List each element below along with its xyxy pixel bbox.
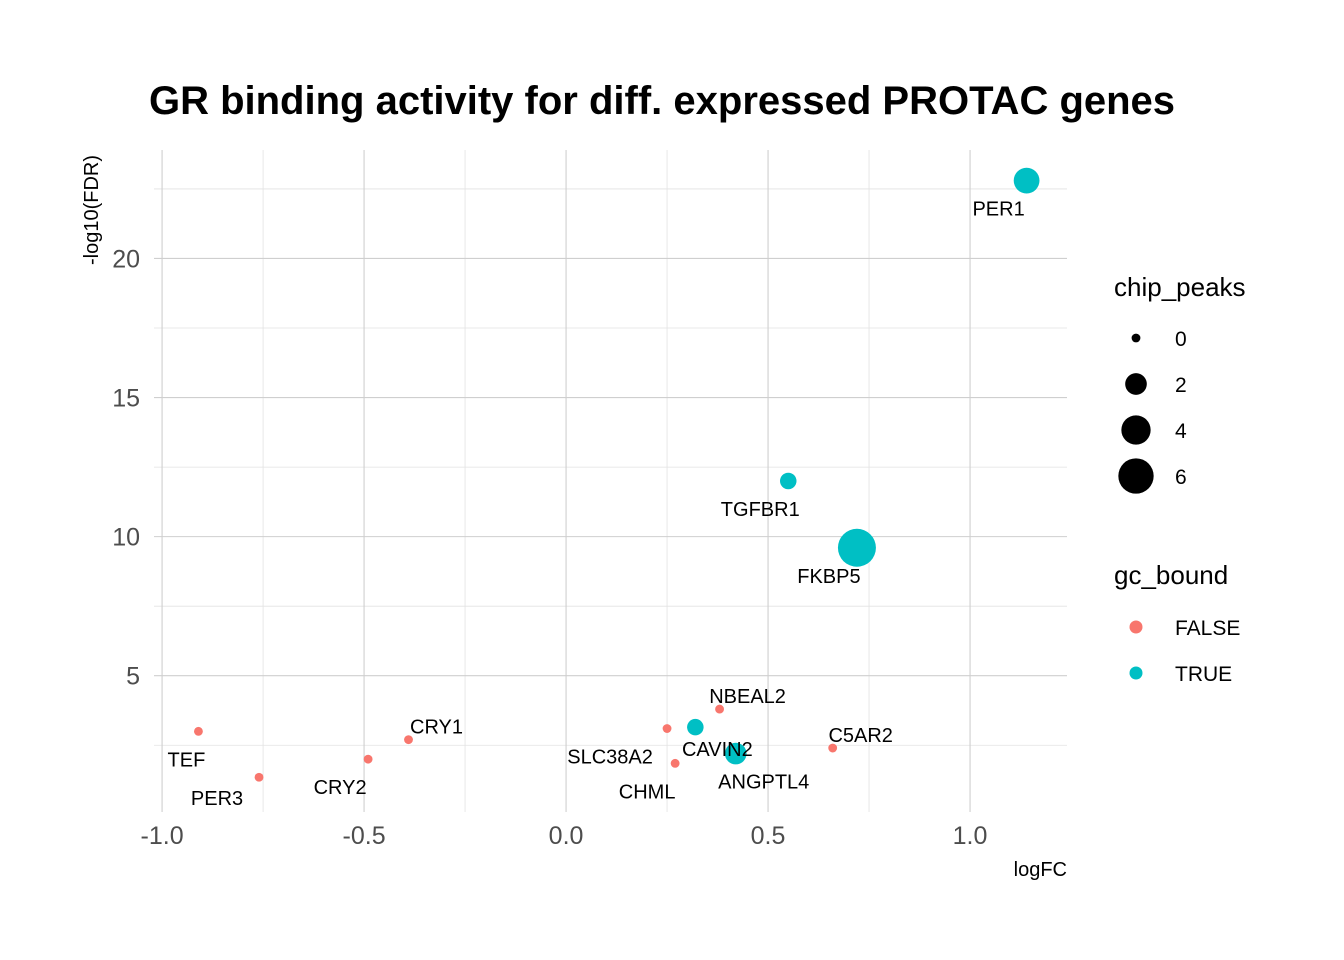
point-label: CRY1	[410, 717, 463, 739]
legend-color-title: gc_bound	[1114, 560, 1228, 590]
data-point	[828, 743, 838, 753]
data-points	[194, 167, 1040, 782]
x-axis-ticks: -1.0 -0.5 0.0 0.5 1.0	[141, 822, 988, 850]
data-point	[837, 528, 876, 567]
y-axis-title: -log10(FDR)	[81, 155, 103, 265]
data-point	[779, 472, 797, 490]
legend-size-title: chip_peaks	[1114, 272, 1246, 302]
point-label: CAVIN2	[682, 739, 753, 761]
y-tick-label: 10	[112, 524, 140, 552]
point-label: C5AR2	[828, 725, 892, 747]
point-label: TEF	[168, 749, 206, 771]
legend-color-label: FALSE	[1175, 617, 1240, 640]
data-point	[670, 758, 680, 768]
legend-size-label: 4	[1175, 420, 1187, 443]
data-point	[724, 742, 747, 765]
y-axis-ticks: 5 10 15 20	[112, 245, 140, 690]
data-point	[363, 754, 373, 764]
point-label: SLC38A2	[567, 747, 653, 769]
x-axis-title: logFC	[1014, 859, 1067, 881]
legend-size-label: 2	[1175, 374, 1187, 397]
legend: chip_peaks 0 2 4 6 gc_bound FALSE TRUE	[1114, 272, 1246, 686]
point-label: ANGPTL4	[718, 772, 809, 794]
y-tick-label: 5	[126, 663, 140, 691]
legend-size-key	[1131, 333, 1141, 343]
y-tick-label: 15	[112, 385, 140, 413]
point-label: CHML	[619, 781, 676, 803]
legend-color-label: TRUE	[1175, 663, 1232, 686]
x-tick-label: 0.5	[751, 822, 786, 850]
x-tick-label: -1.0	[141, 822, 184, 850]
data-point	[404, 735, 413, 745]
data-point	[254, 772, 264, 782]
x-tick-label: -0.5	[343, 822, 386, 850]
point-label: PER3	[191, 788, 243, 810]
legend-size-label: 6	[1175, 466, 1187, 489]
legend-size-label: 0	[1175, 328, 1187, 351]
legend-color-key	[1129, 620, 1143, 634]
point-label: TGFBR1	[721, 499, 800, 521]
data-point	[715, 704, 724, 714]
legend-size-key	[1121, 415, 1151, 445]
grid-lines	[154, 150, 1067, 812]
data-point	[662, 724, 672, 733]
data-point	[194, 726, 203, 736]
legend-size-key	[1118, 458, 1154, 494]
y-tick-label: 20	[112, 245, 140, 273]
x-tick-label: 1.0	[953, 822, 988, 850]
point-label: PER1	[972, 199, 1024, 221]
data-point	[1013, 167, 1040, 194]
data-point	[687, 718, 704, 736]
point-label: NBEAL2	[709, 686, 786, 708]
point-label: CRY2	[314, 777, 367, 799]
point-labels: PER1 TGFBR1 FKBP5 NBEAL2 CAVIN2 SLC38A2 ANGPTL…	[168, 199, 1025, 811]
chart-title: GR binding activity for diff. expressed …	[149, 79, 1175, 123]
point-label: FKBP5	[797, 566, 860, 588]
x-tick-label: 0.0	[549, 822, 584, 850]
legend-size-key	[1125, 373, 1147, 395]
legend-color-key	[1129, 666, 1143, 680]
